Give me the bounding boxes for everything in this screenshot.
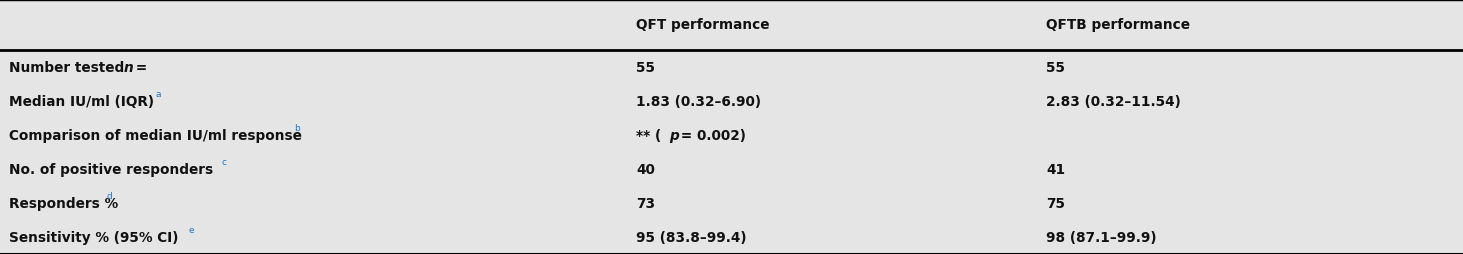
- Text: 40: 40: [636, 162, 655, 176]
- Text: QFT performance: QFT performance: [636, 19, 770, 32]
- Text: No. of positive responders: No. of positive responders: [9, 162, 214, 176]
- Text: QFTB performance: QFTB performance: [1046, 19, 1189, 32]
- Text: 95 (83.8–99.4): 95 (83.8–99.4): [636, 230, 748, 244]
- Text: Number tested: Number tested: [9, 61, 129, 75]
- Text: a: a: [155, 90, 161, 99]
- Text: n: n: [123, 61, 133, 75]
- Text: 55: 55: [636, 61, 655, 75]
- Text: 73: 73: [636, 196, 655, 210]
- Text: 1.83 (0.32–6.90): 1.83 (0.32–6.90): [636, 95, 761, 108]
- Text: 98 (87.1–99.9): 98 (87.1–99.9): [1046, 230, 1157, 244]
- Text: 75: 75: [1046, 196, 1065, 210]
- Text: Comparison of median IU/ml response: Comparison of median IU/ml response: [9, 129, 301, 142]
- Text: = 0.002): = 0.002): [676, 129, 746, 142]
- Text: c: c: [221, 157, 227, 166]
- Text: 2.83 (0.32–11.54): 2.83 (0.32–11.54): [1046, 95, 1181, 108]
- Text: ** (: ** (: [636, 129, 661, 142]
- Text: Sensitivity % (95% CI): Sensitivity % (95% CI): [9, 230, 178, 244]
- Text: p: p: [669, 129, 679, 142]
- Text: Median IU/ml (IQR): Median IU/ml (IQR): [9, 95, 154, 108]
- Text: =: =: [132, 61, 148, 75]
- Text: 41: 41: [1046, 162, 1065, 176]
- Text: e: e: [189, 225, 195, 234]
- Text: 55: 55: [1046, 61, 1065, 75]
- Text: b: b: [294, 123, 300, 133]
- Text: d: d: [107, 191, 113, 200]
- Text: Responders %: Responders %: [9, 196, 119, 210]
